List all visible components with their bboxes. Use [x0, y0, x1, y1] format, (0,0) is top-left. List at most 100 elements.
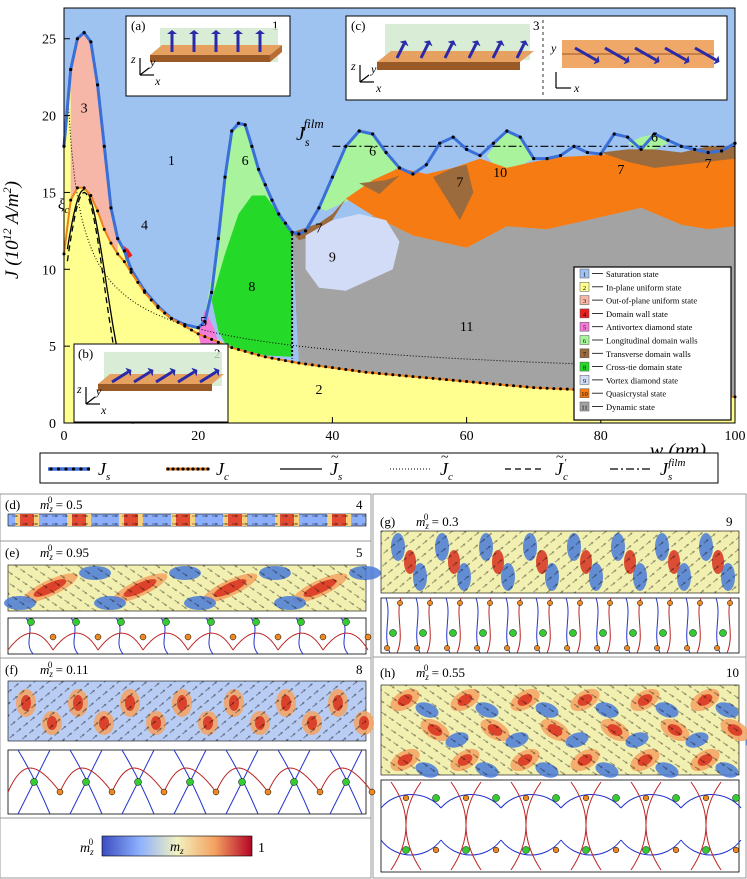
arrow-c-1 [419, 43, 430, 59]
Js-point-17 [210, 290, 214, 294]
pg-red-lines [396, 597, 732, 654]
legend-num-11: 11 [581, 405, 587, 412]
Js-point-56 [639, 147, 643, 152]
pf-orange-1 [108, 788, 116, 796]
ph-orange-bot-2 [552, 846, 560, 854]
Js-point-1 [69, 67, 73, 72]
Js-point-16 [203, 319, 207, 324]
ph-orange-bot-1 [492, 846, 500, 854]
Jc-point-38 [317, 364, 321, 368]
legend-text-3: Jc [440, 459, 453, 483]
Jc-point-63 [485, 381, 489, 385]
svg-text:x: x [375, 81, 382, 95]
Jc-point-48 [384, 372, 388, 376]
Js-point-5 [95, 83, 100, 87]
legend-label-5: Antivortex diamond state [606, 322, 693, 332]
y-tick-label-1: 5 [49, 340, 56, 355]
x-axis-ticks: 0 20 40 60 80 100 [61, 417, 746, 444]
Jc-point-19 [189, 328, 193, 332]
svg-text:y: y [149, 55, 156, 69]
legend-dot-Jc-2 [176, 467, 180, 471]
panels [0, 493, 747, 879]
arrow-c-2 [443, 43, 454, 59]
svg-text:y: y [550, 41, 557, 55]
pf-orange-5 [316, 788, 324, 796]
Jc-point-34 [290, 360, 294, 364]
legend-swatch-11 [579, 401, 590, 412]
region-label-2: 2 [315, 383, 322, 398]
Jc-point-14 [156, 306, 160, 310]
Jc-point-7 [109, 241, 113, 245]
ph-green-bot-5 [702, 846, 710, 854]
svg-text:y: y [370, 62, 377, 76]
arrow-b-0 [111, 370, 129, 384]
pg-green-6 [569, 629, 577, 637]
Jc-point-62 [478, 381, 482, 385]
arrow-b-1-head [147, 367, 154, 377]
Js-point-34 [344, 144, 348, 148]
Jc-point-40 [330, 366, 334, 370]
ph-green-bot-4 [642, 846, 650, 854]
Js-point-42 [451, 135, 455, 139]
Js-point-20 [230, 129, 234, 133]
pe-green-2 [117, 618, 125, 626]
arrow-c2-1 [604, 46, 627, 62]
legend-dot-Jc-6 [196, 467, 200, 471]
ph-orange-bot-5 [732, 846, 740, 854]
Jc-point-3 [82, 186, 86, 190]
Js-point-57 [652, 132, 657, 136]
legend-num-8: 8 [583, 365, 586, 372]
Jc-point-42 [344, 368, 348, 372]
pf-orange-0 [56, 788, 64, 796]
legend-text-1: Jc [216, 459, 229, 483]
legend-swatch-10 [579, 388, 590, 398]
colorbar-right-label: 1 [258, 841, 265, 856]
Jc-point-67 [512, 384, 516, 388]
arrow-c2-1-head [623, 55, 630, 65]
legend-dot-Js-4 [79, 467, 83, 471]
legend-dot-Jc-8 [206, 467, 210, 471]
Jc-point-4 [89, 194, 93, 198]
film-label: Jsfilm [296, 116, 324, 149]
Js-point-4 [89, 40, 93, 44]
legend-num-6: 6 [583, 338, 587, 345]
arrow-c-5 [515, 43, 526, 59]
ph-green-bot-0 [402, 846, 410, 854]
Js-point-38 [397, 166, 402, 170]
pg-orange-bot-7 [594, 645, 600, 651]
Js-point-30 [297, 232, 301, 236]
ph-orange-top-0 [402, 794, 410, 802]
ph-blue-lines [380, 794, 742, 856]
svg-text:mz0 = 0.3: mz0 = 0.3 [416, 512, 459, 531]
Jc-point-49 [391, 373, 395, 377]
y-tick-label-0: 0 [49, 417, 56, 432]
arrow-a-4-head [255, 30, 265, 34]
Js-point-41 [438, 141, 442, 145]
pg-green-2 [449, 629, 457, 637]
ph-green-top-1 [492, 794, 500, 802]
pe-orange-1 [94, 633, 102, 641]
ph-green-top-5 [732, 794, 740, 802]
arrow-c-1-head [423, 40, 433, 47]
legend-label-6: Longitudinal domain walls [606, 336, 698, 346]
curve-legend: Js Jc Js~Jc~Jc′~Jsfilm [39, 450, 719, 484]
y-axis-ticks: 0 5 10 15 20 25 [42, 33, 70, 432]
pf-orange-6 [368, 788, 376, 796]
legend-dot-Jc-5 [191, 467, 195, 471]
pf-green-0 [30, 778, 38, 786]
Js-point-40 [424, 163, 428, 167]
pe-green-0 [27, 618, 35, 626]
arrow-a-3-head [233, 30, 243, 34]
legend-swatch-7 [579, 348, 590, 359]
svg-text:x: x [573, 81, 580, 95]
arrow-c-2-head [447, 40, 457, 47]
arrow-c2-0-head [593, 55, 600, 65]
svg-text:mz0 = 0.11: mz0 = 0.11 [40, 660, 89, 679]
legend-dot-Js-5 [86, 467, 91, 471]
svg-text:(e): (e) [5, 545, 19, 560]
Jc-point-55 [431, 376, 435, 380]
ph-green-bot-3 [582, 846, 590, 854]
Jc-point-36 [304, 362, 308, 366]
inset-c-label: (c) [351, 18, 365, 33]
